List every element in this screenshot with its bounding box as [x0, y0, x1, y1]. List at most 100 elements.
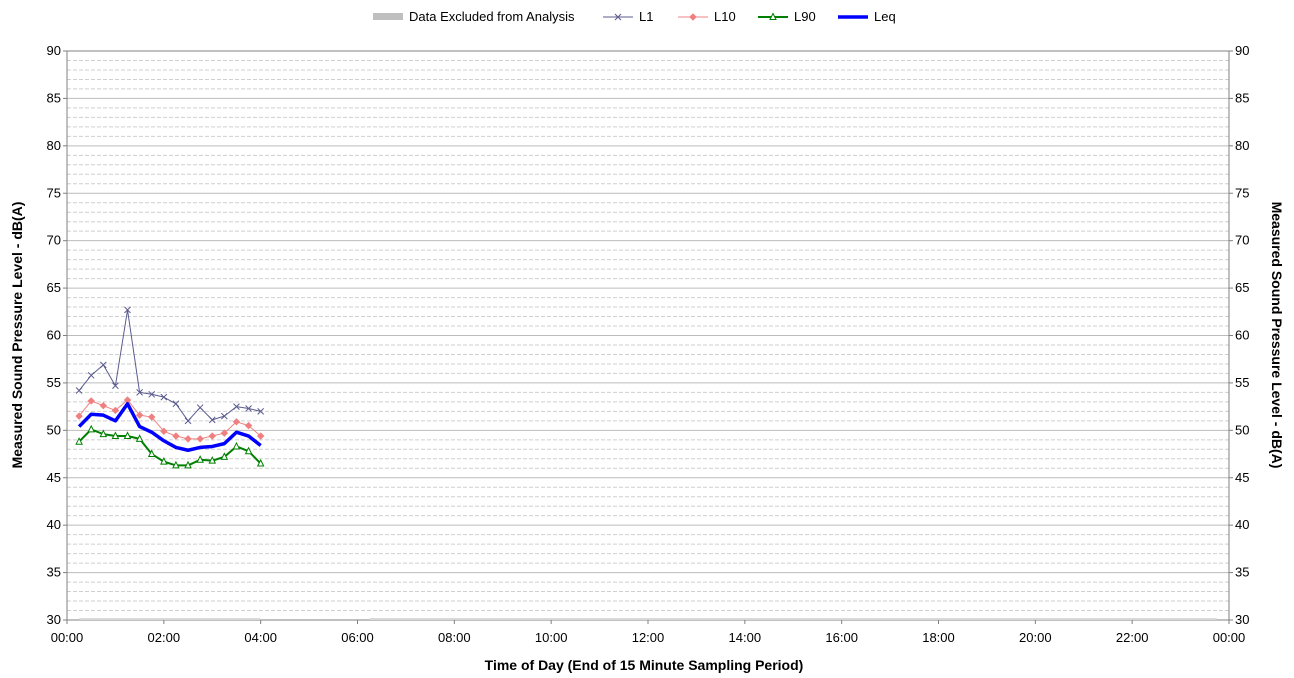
y-tick-label-right: 45 [1235, 470, 1249, 485]
l10-marker [111, 406, 120, 415]
series-line-l90 [78, 428, 262, 467]
l1-marker [196, 404, 204, 411]
y-tick-label-left: 90 [47, 43, 61, 58]
l1-marker [99, 361, 107, 369]
series-line-leq [77, 402, 262, 452]
y-axis-right-ticks: 30 35 40 45 50 55 60 65 70 75 80 85 90 [1229, 43, 1249, 627]
y-tick-label-left: 45 [47, 470, 61, 485]
legend-item-data-excluded-from-analysis: Data Excluded from Analysis [373, 9, 575, 24]
legend-item-l10: L10 [678, 9, 736, 24]
x-tick-label: 16:00 [825, 630, 858, 645]
y-tick-label-right: 85 [1235, 90, 1249, 105]
x-tick-label: 08:00 [438, 630, 471, 645]
x-tick-label: 14:00 [729, 630, 762, 645]
y-tick-label-right: 80 [1235, 138, 1249, 153]
y-tick-label-left: 65 [47, 280, 61, 295]
x-axis-ticks: 00:00 02:00 04:00 06:00 08:00 10:00 12:00 14:00… [51, 620, 1246, 645]
l10-marker [184, 435, 192, 443]
l10-marker [172, 432, 180, 440]
l1-marker [87, 371, 95, 379]
legend-label: Leq [874, 9, 896, 24]
y-tick-label-right: 40 [1235, 517, 1249, 532]
series-l10 [75, 396, 265, 443]
series-l1 [75, 306, 265, 425]
legend-swatch [373, 13, 403, 20]
x-tick-label: 10:00 [535, 630, 568, 645]
l10-marker [689, 13, 697, 21]
l90-marker [111, 431, 120, 440]
legend-label: L10 [714, 9, 736, 24]
series-line-l10 [78, 399, 261, 440]
l10-marker [160, 427, 168, 435]
y-tick-label-left: 35 [47, 565, 61, 580]
legend-item-l90: L90 [758, 9, 816, 24]
y-tick-label-right: 30 [1235, 612, 1249, 627]
l1-marker [148, 390, 156, 398]
legend: Data Excluded from Analysis L1 L10 L90 Leq [373, 9, 896, 24]
y-tick-label-left: 50 [47, 422, 61, 437]
x-tick-label: 00:00 [51, 630, 84, 645]
l1-marker [160, 393, 168, 401]
l90-marker [135, 434, 144, 442]
x-tick-label: 18:00 [922, 630, 955, 645]
y-tick-label-left: 40 [47, 517, 61, 532]
y-tick-label-left: 75 [47, 185, 61, 200]
l90-marker [147, 449, 156, 458]
l10-marker [135, 411, 144, 419]
l10-marker [232, 418, 241, 426]
l90-marker [184, 460, 192, 469]
y-tick-label-right: 65 [1235, 280, 1249, 295]
y-tick-label-right: 70 [1235, 233, 1249, 248]
l1-marker [112, 382, 119, 390]
l10-marker [196, 435, 204, 443]
l1-marker [208, 416, 216, 424]
series-lines [75, 306, 265, 469]
y-tick-label-left: 70 [47, 233, 61, 248]
l90-marker [99, 429, 108, 438]
series-l90 [75, 424, 265, 469]
l90-marker [172, 460, 180, 469]
l1-marker [245, 405, 252, 412]
legend-item-leq: Leq [838, 9, 896, 24]
y-tick-label-right: 55 [1235, 375, 1249, 390]
l90-marker [769, 12, 777, 20]
x-tick-label: 02:00 [148, 630, 181, 645]
l90-marker [75, 437, 83, 445]
l10-marker [256, 432, 265, 440]
x-tick-label: 22:00 [1116, 630, 1149, 645]
l1-marker [124, 306, 131, 314]
l1-marker [136, 389, 143, 396]
y-tick-label-left: 85 [47, 90, 61, 105]
legend-label: L1 [639, 9, 653, 24]
l10-marker [208, 432, 216, 440]
y-tick-label-right: 75 [1235, 185, 1249, 200]
y-axis-left-title: Measured Sound Pressure Level - dB(A) [9, 202, 25, 469]
l10-marker [99, 401, 108, 410]
x-tick-label: 00:00 [1213, 630, 1246, 645]
l90-marker [232, 441, 241, 450]
legend-label: L90 [794, 9, 816, 24]
l90-marker [87, 424, 96, 433]
l1-marker [257, 408, 265, 415]
y-tick-label-left: 80 [47, 138, 61, 153]
x-tick-label: 04:00 [244, 630, 277, 645]
x-axis-title: Time of Day (End of 15 Minute Sampling P… [485, 657, 804, 673]
l90-marker [208, 456, 217, 464]
grid-lines [67, 50, 1229, 621]
legend-label: Data Excluded from Analysis [409, 9, 575, 24]
y-tick-label-left: 55 [47, 375, 61, 390]
series-leq [77, 402, 262, 452]
l1-marker [75, 387, 83, 394]
y-axis-left-ticks: 30 35 40 45 50 55 60 65 70 75 80 85 90 [47, 43, 67, 627]
l10-marker [75, 412, 83, 420]
y-tick-label-right: 35 [1235, 565, 1249, 580]
series-line-l1 [78, 309, 261, 422]
legend-item-l1: L1 [603, 9, 653, 24]
x-tick-label: 12:00 [632, 630, 665, 645]
y-tick-label-left: 30 [47, 612, 61, 627]
y-tick-label-right: 50 [1235, 422, 1249, 437]
l90-marker [256, 458, 265, 467]
l90-marker [123, 431, 132, 440]
x-tick-label: 20:00 [1019, 630, 1052, 645]
